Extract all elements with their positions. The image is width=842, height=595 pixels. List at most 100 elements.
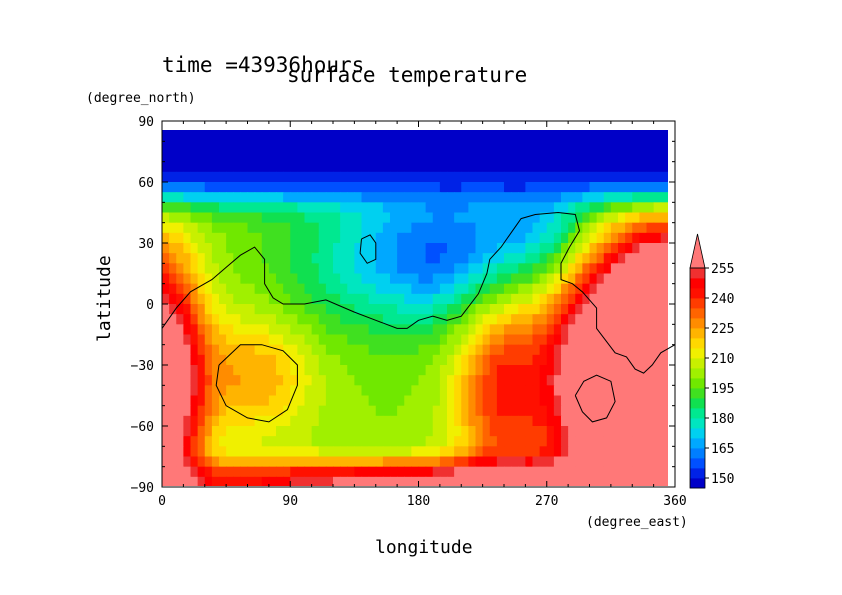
field-cell	[304, 385, 313, 397]
field-cell	[311, 375, 320, 386]
field-cell	[268, 283, 277, 295]
field-cell	[639, 466, 648, 478]
field-cell	[610, 426, 619, 437]
field-cell	[268, 436, 277, 447]
field-cell	[639, 192, 648, 203]
field-cell	[333, 314, 341, 325]
field-cell	[603, 293, 612, 305]
field-cell	[546, 171, 555, 183]
field-cell	[504, 283, 512, 295]
field-cell	[211, 263, 220, 275]
field-cell	[176, 446, 184, 458]
field-cell	[354, 161, 363, 173]
field-cell	[247, 324, 256, 336]
field-cell	[211, 273, 220, 285]
field-cell	[618, 212, 626, 224]
field-cell	[482, 436, 491, 447]
field-cell	[325, 283, 334, 295]
field-cell	[390, 161, 398, 173]
field-cell	[610, 161, 619, 173]
field-cell	[297, 130, 306, 132]
field-cell	[390, 304, 398, 315]
field-cell	[596, 476, 605, 486]
field-cell	[525, 192, 534, 203]
field-cell	[653, 243, 662, 254]
field-cell	[304, 395, 313, 407]
field-cell	[610, 263, 619, 275]
field-cell	[418, 395, 427, 407]
field-cell	[290, 365, 298, 376]
field-cell	[496, 131, 505, 142]
field-cell	[447, 344, 455, 356]
field-cell	[211, 161, 220, 173]
field-cell	[233, 283, 241, 295]
field-cell	[190, 456, 199, 468]
field-cell	[561, 130, 569, 132]
field-cell	[468, 314, 477, 325]
field-cell	[261, 192, 270, 203]
field-cell	[276, 192, 284, 203]
field-cell	[169, 385, 177, 397]
field-cell	[247, 283, 256, 295]
field-cell	[283, 283, 291, 295]
field-cell	[525, 130, 534, 132]
field-cell	[411, 334, 420, 346]
field-cell	[447, 263, 455, 275]
field-cell	[589, 426, 598, 437]
field-cell	[489, 354, 498, 366]
field-cell	[653, 131, 662, 142]
field-cell	[375, 130, 384, 132]
field-cell	[603, 131, 612, 142]
field-cell	[532, 283, 541, 295]
field-cell	[233, 192, 241, 203]
field-cell	[461, 324, 469, 336]
field-cell	[461, 354, 469, 366]
field-cell	[447, 476, 455, 486]
field-cell	[354, 222, 363, 234]
field-cell	[532, 130, 541, 132]
field-cell	[432, 283, 441, 295]
field-cell	[418, 222, 427, 234]
field-cell	[197, 141, 206, 153]
field-cell	[240, 131, 249, 142]
field-cell	[375, 375, 384, 386]
field-cell	[660, 426, 668, 437]
field-cell	[439, 426, 448, 437]
field-cell	[183, 171, 192, 183]
field-cell	[318, 283, 327, 295]
field-cell	[546, 253, 555, 264]
field-cell	[297, 253, 306, 264]
field-cell	[176, 375, 184, 386]
field-cell	[632, 385, 640, 397]
field-cell	[646, 283, 655, 295]
field-cell	[169, 405, 177, 417]
field-cell	[468, 130, 477, 132]
field-cell	[368, 293, 377, 305]
field-cell	[311, 151, 320, 163]
field-cell	[596, 171, 605, 183]
field-cell	[525, 304, 534, 315]
field-cell	[596, 385, 605, 397]
field-cell	[518, 365, 526, 376]
field-cell	[247, 466, 256, 478]
field-cell	[382, 151, 391, 163]
field-cell	[347, 395, 355, 407]
field-cell	[639, 426, 648, 437]
field-cell	[432, 263, 441, 275]
field-cell	[539, 456, 548, 468]
field-cell	[425, 263, 434, 275]
field-cell	[162, 222, 170, 234]
field-cell	[176, 456, 184, 468]
field-cell	[575, 446, 583, 458]
field-cell	[340, 415, 348, 427]
field-cell	[318, 456, 327, 468]
field-cell	[660, 192, 668, 203]
field-cell	[304, 212, 313, 224]
field-cell	[261, 273, 270, 285]
field-cell	[211, 324, 220, 336]
field-cell	[354, 395, 363, 407]
field-cell	[254, 476, 263, 486]
field-cell	[646, 375, 655, 386]
field-cell	[425, 243, 434, 254]
field-cell	[561, 365, 569, 376]
